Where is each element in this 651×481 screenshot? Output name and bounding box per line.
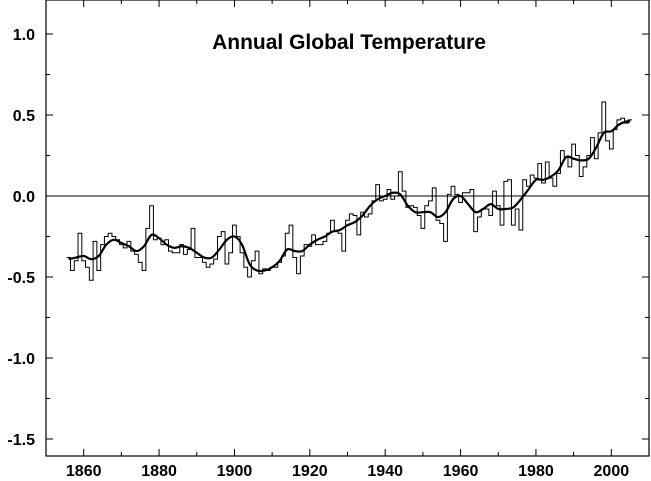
x-tick-label: 1920: [292, 463, 328, 480]
x-tick-label: 2000: [594, 463, 630, 480]
series-smooth: [68, 120, 631, 273]
y-tick-label: 0.5: [13, 108, 35, 125]
axes: 1.0 0.5 0.0 -0.5 -1.0 -1.5 1860 1880 1900 1920 194…: [7, 0, 650, 480]
y-tick-label: 1.0: [13, 27, 35, 44]
x-tick-label: 1880: [141, 463, 177, 480]
smoothed-trend-line: [68, 120, 631, 273]
y-tick-label: 0.0: [13, 189, 35, 206]
x-tick-label: 1940: [367, 463, 403, 480]
chart-title: Annual Global Temperature: [212, 31, 486, 54]
data-layer: [66, 101, 633, 281]
x-tick-label: 1860: [66, 463, 102, 480]
x-tick-label: 1980: [518, 463, 554, 480]
x-tick-label: 1900: [217, 463, 253, 480]
x-tick-label: 1960: [443, 463, 479, 480]
y-tick-label: -1.5: [7, 432, 35, 449]
y-tick-label: -0.5: [7, 270, 35, 287]
y-tick-label: -1.0: [7, 351, 35, 368]
